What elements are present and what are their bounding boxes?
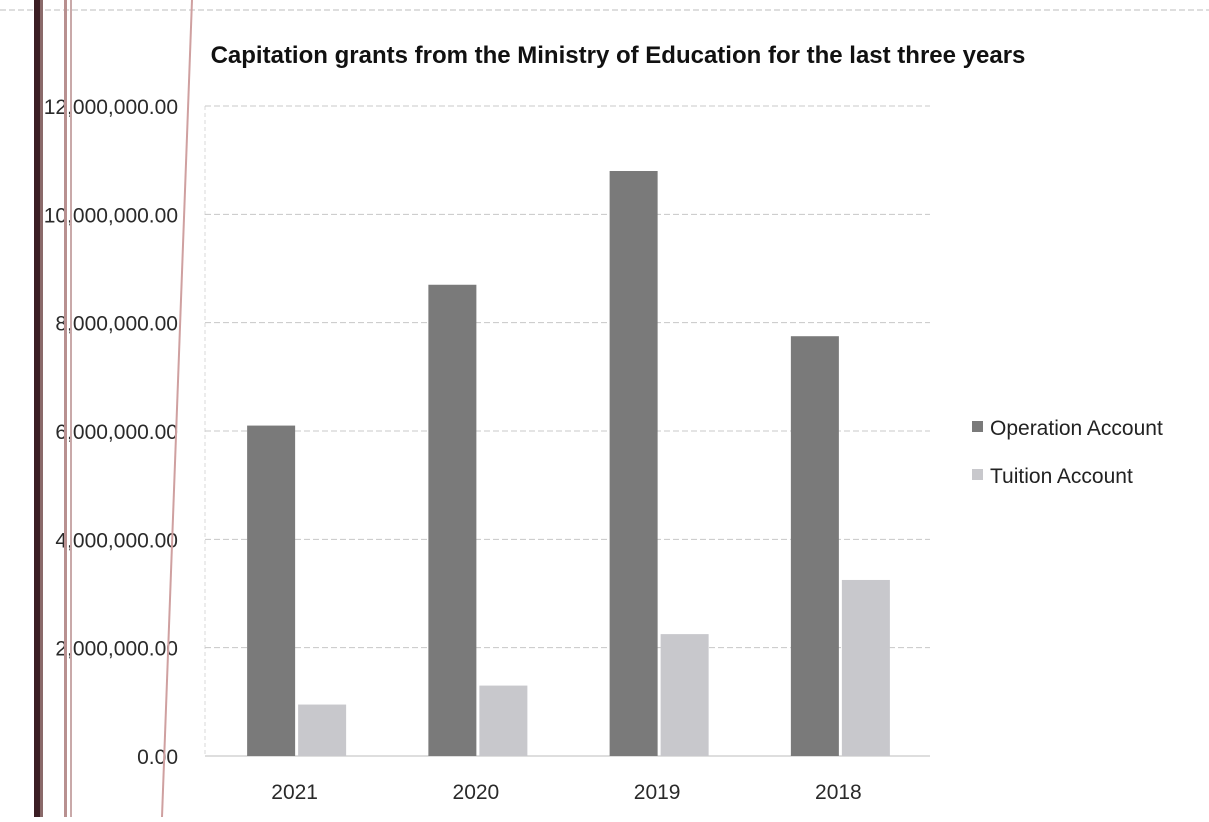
bar-operation-account bbox=[790, 336, 839, 756]
bar-operation-account bbox=[428, 284, 477, 756]
y-tick-label: 6,000,000.00 bbox=[55, 421, 178, 444]
y-tick-label: 12,000,000.00 bbox=[44, 96, 178, 119]
x-tick-label: 2021 bbox=[271, 781, 318, 804]
y-tick-label: 2,000,000.00 bbox=[55, 638, 178, 661]
legend-swatch bbox=[972, 469, 983, 480]
x-tick-label: 2020 bbox=[453, 781, 500, 804]
x-tick-label: 2019 bbox=[634, 781, 681, 804]
legend: Operation Account Tuition Account bbox=[972, 417, 1163, 488]
bar-tuition-account bbox=[841, 579, 890, 756]
y-tick-label: 10,000,000.00 bbox=[44, 204, 178, 227]
y-tick-label: 4,000,000.00 bbox=[55, 529, 178, 552]
legend-label: Operation Account bbox=[990, 417, 1163, 440]
scan-edge-line bbox=[40, 0, 43, 817]
bar-tuition-account bbox=[479, 685, 528, 756]
bar-operation-account bbox=[609, 171, 658, 756]
chart-title: Capitation grants from the Ministry of E… bbox=[211, 42, 1026, 69]
scan-edge-line bbox=[70, 0, 72, 817]
scan-edge-lines bbox=[34, 0, 193, 818]
scan-edge-line bbox=[34, 0, 40, 817]
x-tick-label: 2018 bbox=[815, 781, 862, 804]
plot-area: 0.00 2,000,000.00 4,000,000.00 6,000,000.00… bbox=[44, 96, 930, 804]
scan-edge-line bbox=[64, 0, 67, 817]
scan-edge-line bbox=[161, 0, 193, 818]
legend-label: Tuition Account bbox=[990, 465, 1133, 488]
y-tick-label: 0.00 bbox=[137, 746, 178, 769]
bar-tuition-account bbox=[660, 634, 709, 756]
legend-swatch bbox=[972, 421, 983, 432]
bar-operation-account bbox=[247, 425, 296, 756]
bar-tuition-account bbox=[298, 704, 347, 756]
y-tick-label: 8,000,000.00 bbox=[55, 313, 178, 336]
